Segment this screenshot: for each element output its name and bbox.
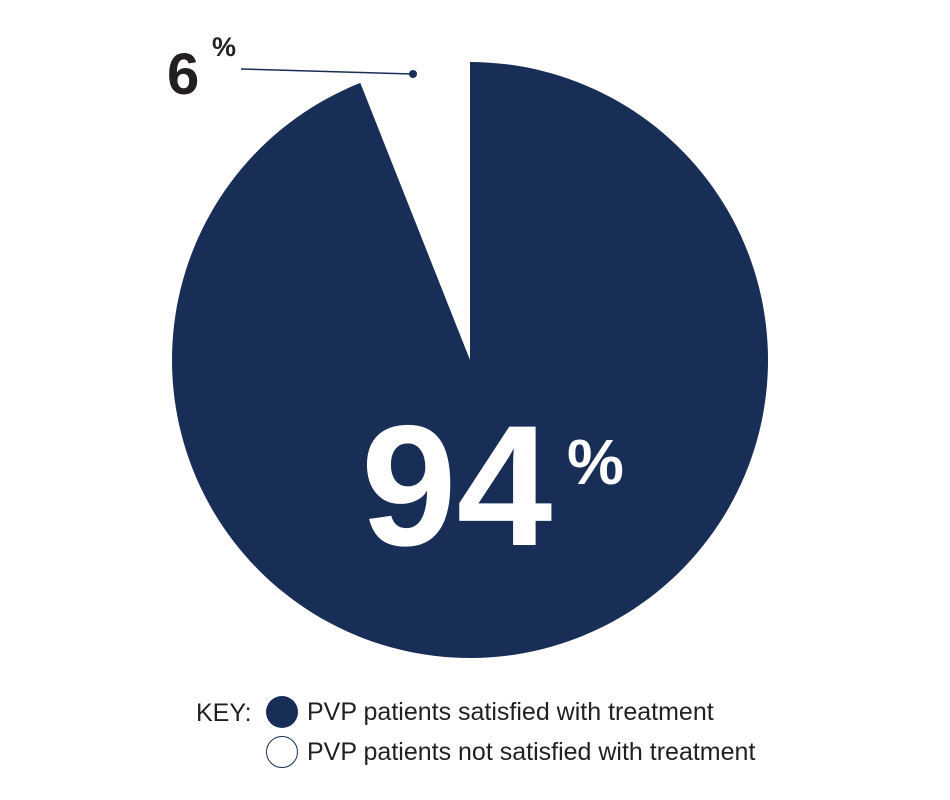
callout-leader-line xyxy=(240,68,414,75)
legend-swatch-not-satisfied xyxy=(266,736,298,768)
pie-slice-satisfied xyxy=(171,62,769,658)
legend-swatch-satisfied xyxy=(266,696,298,728)
legend-label-satisfied: PVP patients satisfied with treatment xyxy=(307,698,714,726)
legend-label-not-satisfied: PVP patients not satisfied with treatmen… xyxy=(307,738,756,766)
slice-value-minor: 6 xyxy=(167,42,199,107)
callout-dot xyxy=(409,70,417,78)
slice-unit-major: % xyxy=(567,426,624,498)
slice-value-major: 94 xyxy=(361,390,552,582)
slice-unit-minor: % xyxy=(212,32,236,62)
legend-title: KEY: xyxy=(196,699,252,727)
